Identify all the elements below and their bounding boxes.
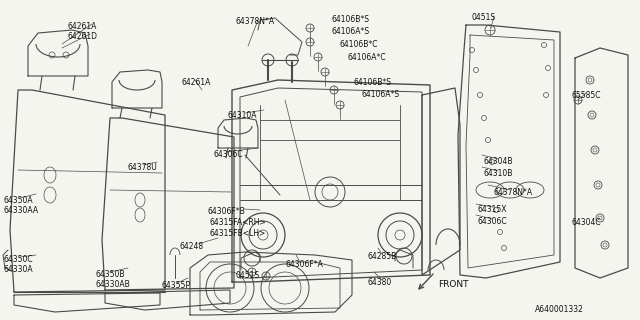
Text: 64350C: 64350C: [4, 255, 34, 264]
Text: 64315FB<LH>: 64315FB<LH>: [210, 229, 266, 238]
Text: 64106A*S: 64106A*S: [362, 90, 400, 99]
Text: 0451S: 0451S: [472, 13, 496, 22]
Text: 65585C: 65585C: [572, 91, 602, 100]
Text: 64106A*C: 64106A*C: [348, 53, 387, 62]
Text: 64380: 64380: [368, 278, 392, 287]
Text: 64306C: 64306C: [214, 150, 244, 159]
Text: FRONT: FRONT: [438, 280, 468, 289]
Text: 64378N*A: 64378N*A: [493, 188, 532, 197]
Text: 64306F*B: 64306F*B: [207, 207, 244, 216]
Text: 64106B*S: 64106B*S: [354, 78, 392, 87]
Text: 64315FA<RH>: 64315FA<RH>: [210, 218, 267, 227]
Text: 64106B*S: 64106B*S: [332, 15, 370, 24]
Text: 64378U: 64378U: [128, 163, 157, 172]
Text: 64304B: 64304B: [483, 157, 513, 166]
Text: 64306F*A: 64306F*A: [286, 260, 324, 269]
Text: 64350B: 64350B: [96, 270, 125, 279]
Text: A640001332: A640001332: [535, 305, 584, 314]
Text: 64350A: 64350A: [4, 196, 34, 205]
Text: 64106A*S: 64106A*S: [332, 27, 370, 36]
Text: 64106B*C: 64106B*C: [340, 40, 378, 49]
Text: 64306C: 64306C: [478, 217, 508, 226]
Text: 64261A: 64261A: [68, 22, 97, 31]
Text: 64355P: 64355P: [162, 281, 191, 290]
Text: 64315X: 64315X: [478, 205, 508, 214]
Text: 64261A: 64261A: [182, 78, 211, 87]
Text: 64378N*A: 64378N*A: [236, 17, 275, 26]
Text: 64310A: 64310A: [228, 111, 257, 120]
Text: 64330A: 64330A: [4, 265, 34, 274]
Text: 64248: 64248: [180, 242, 204, 251]
Text: 64261D: 64261D: [68, 32, 98, 41]
Text: 0451S: 0451S: [236, 271, 260, 280]
Text: 64330AA: 64330AA: [4, 206, 39, 215]
Text: 64330AB: 64330AB: [96, 280, 131, 289]
Text: 64310B: 64310B: [483, 169, 513, 178]
Text: 64285B: 64285B: [368, 252, 397, 261]
Text: 64304C: 64304C: [571, 218, 600, 227]
